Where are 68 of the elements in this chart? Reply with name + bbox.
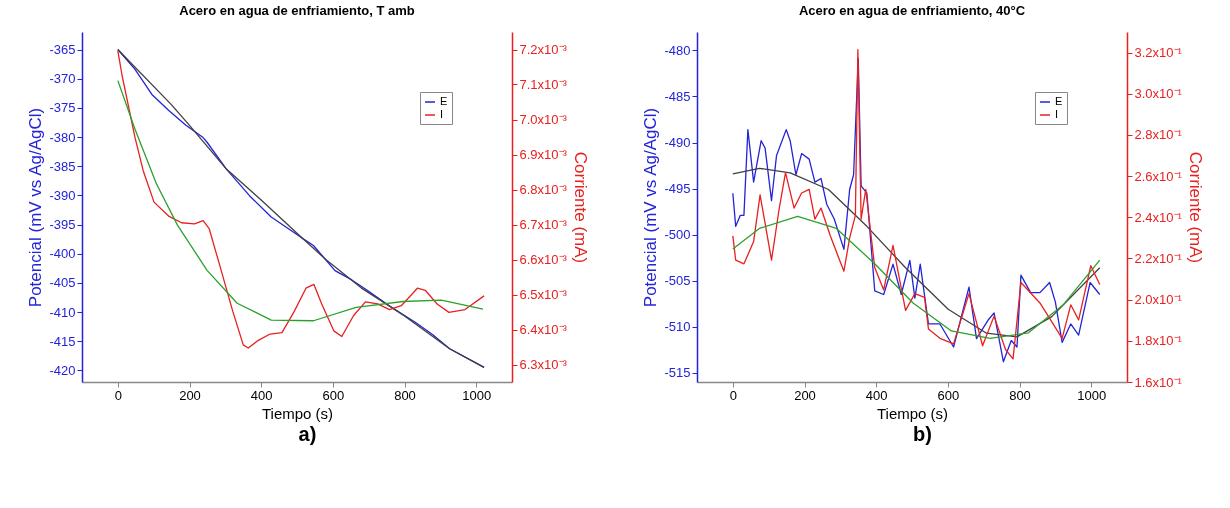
chart-title: Acero en agua de enfriamiento, T amb <box>179 3 415 18</box>
y2-tick-label: 6.6x10⁻³ <box>519 252 568 267</box>
y2-tick-label: 6.7x10⁻³ <box>519 217 568 232</box>
text: b) <box>913 423 932 446</box>
y-tick-label: -365 <box>49 42 76 57</box>
y-axis-title: Potencial (mV vs Ag/AgCl) <box>26 107 46 308</box>
y2-tick-label: 7.2x10⁻³ <box>519 42 568 57</box>
x-tick-label: 400 <box>250 387 273 403</box>
y2-tick-label: 6.8x10⁻³ <box>519 182 568 197</box>
y-tick-label: -380 <box>49 129 76 145</box>
y-tick-label: -480 <box>664 42 691 58</box>
y2-tick-label: 2.0x10⁻¹ <box>1134 292 1183 308</box>
x-tick-label: 600 <box>937 387 960 403</box>
y2-tick-label: 3.2x10⁻¹ <box>1134 45 1183 61</box>
x-axis-title: Tiempo (s) <box>261 404 334 422</box>
x-tick-label: 1000 <box>462 387 492 403</box>
y2-tick-label: 2.6x10⁻¹ <box>1134 168 1183 184</box>
y2-tick-label: 6.4x10⁻³ <box>519 322 568 337</box>
y2-tick-label: 1.6x10⁻¹ <box>1134 374 1183 390</box>
line-series <box>117 80 484 322</box>
y2-tick-label: 6.5x10⁻³ <box>519 287 568 302</box>
y-tick-label: -500 <box>664 227 691 243</box>
y2-tick-label: 7.1x10⁻³ <box>519 77 568 92</box>
x-tick-label: 1000 <box>1077 387 1107 403</box>
y-tick-label: -495 <box>664 181 691 197</box>
line-series <box>732 167 1101 338</box>
y2-tick-label: 6.9x10⁻³ <box>519 147 568 162</box>
x-tick-label: 0 <box>114 387 122 403</box>
y-tick-label: -415 <box>49 333 76 349</box>
y-axis-title: Potencial (mV vs Ag/AgCl) <box>641 107 661 308</box>
y2-tick-label: 2.2x10⁻¹ <box>1134 250 1183 266</box>
y2-tick-label: 2.4x10⁻¹ <box>1134 209 1183 225</box>
y-tick-label: -405 <box>49 275 76 291</box>
y-tick-label: -385 <box>49 158 76 174</box>
y2-tick-label: 6.3x10⁻³ <box>519 357 568 372</box>
x-axis-title: Tiempo (s) <box>876 404 949 422</box>
y-tick-label: -410 <box>49 304 76 320</box>
text: a) <box>298 423 317 446</box>
y2-axis-title: Corriente (mA) <box>570 151 590 264</box>
y-tick-label: -375 <box>49 100 76 116</box>
x-tick-label: 600 <box>322 387 345 403</box>
y2-tick-label: 7.0x10⁻³ <box>519 112 568 127</box>
y-tick-label: -420 <box>49 362 76 378</box>
y-tick-label: -485 <box>664 88 691 104</box>
x-tick-label: 800 <box>1009 387 1031 403</box>
x-tick-label: 200 <box>179 387 201 403</box>
chart-title: Acero en agua de enfriamiento, 40°C <box>798 3 1026 18</box>
y-tick-label: -510 <box>664 319 691 335</box>
y2-tick-label: 3.0x10⁻¹ <box>1134 86 1183 102</box>
x-tick-label: 400 <box>865 387 888 403</box>
y2-tick-label: 1.8x10⁻¹ <box>1134 333 1183 349</box>
x-tick-label: 200 <box>794 387 816 403</box>
legend-label: E <box>1055 95 1063 107</box>
legend-label: I <box>1055 108 1059 120</box>
y-tick-label: -390 <box>49 187 76 203</box>
y-tick-label: -370 <box>49 71 76 87</box>
line-series <box>732 215 1101 339</box>
y-tick-label: -400 <box>49 246 76 262</box>
y-tick-label: -490 <box>664 135 691 151</box>
y2-tick-label: 2.8x10⁻¹ <box>1134 127 1183 143</box>
x-tick-label: 0 <box>729 387 737 403</box>
y-tick-label: -515 <box>664 365 691 381</box>
legend-label: E <box>440 95 448 107</box>
y-tick-label: -505 <box>664 273 691 289</box>
y-tick-label: -395 <box>49 217 76 232</box>
y2-axis-title: Corriente (mA) <box>1185 151 1205 264</box>
x-tick-label: 800 <box>394 387 416 403</box>
legend-label: I <box>440 108 444 120</box>
